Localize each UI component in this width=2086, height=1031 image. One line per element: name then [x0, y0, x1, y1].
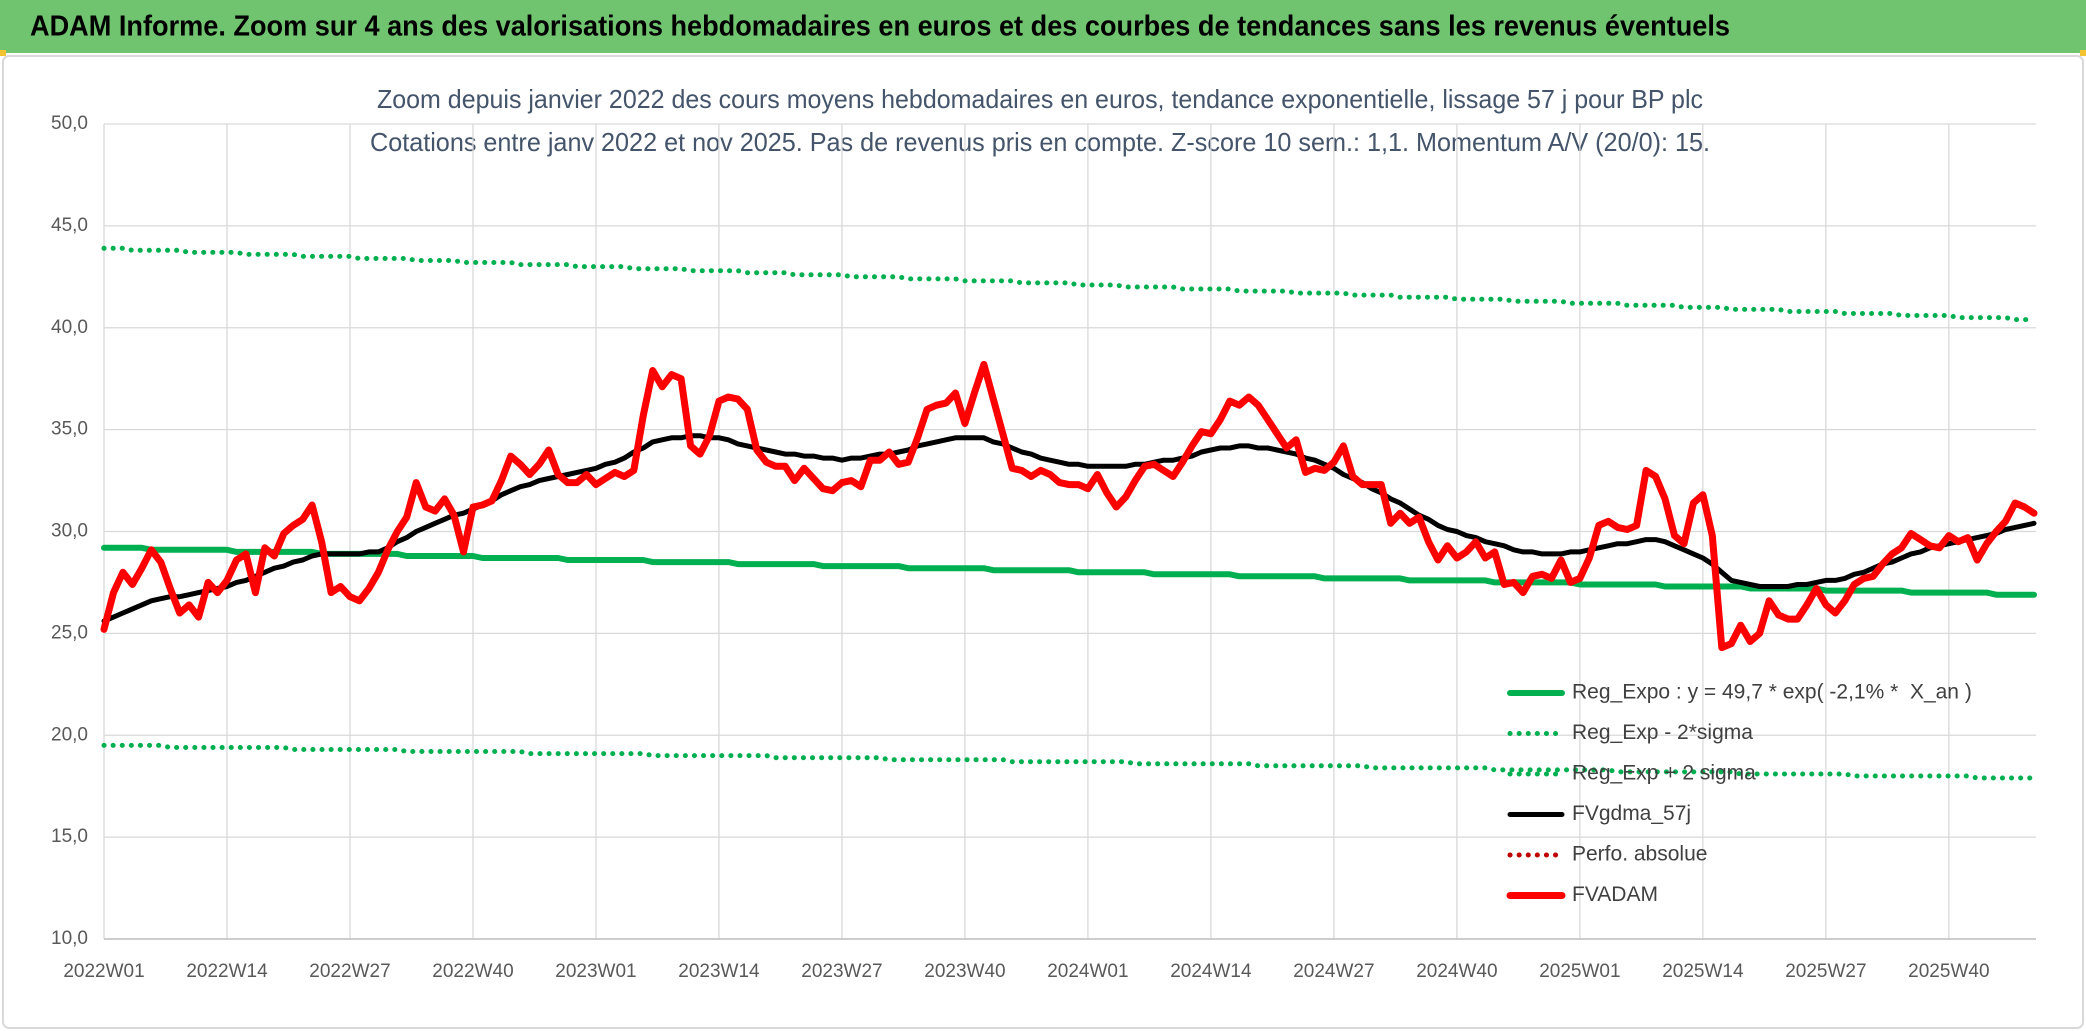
x-tick-label: 2022W27 [309, 961, 390, 982]
x-tick-label: 2022W14 [186, 961, 268, 982]
legend-label: Reg_Exp - 2*sigma [1572, 721, 1753, 744]
series-line [101, 544, 2037, 598]
y-tick-label: 40,0 [51, 317, 88, 338]
banner-corner [2080, 50, 2086, 56]
x-tick-label: 2024W40 [1416, 961, 1497, 982]
series-line [101, 742, 2037, 781]
y-tick-label: 25,0 [51, 622, 88, 643]
x-tick-label: 2025W27 [1785, 961, 1866, 982]
legend-label: FVgdma_57j [1572, 802, 1691, 825]
y-tick-label: 15,0 [51, 826, 88, 847]
x-tick-label: 2024W01 [1047, 961, 1128, 982]
y-tick-label: 35,0 [51, 419, 88, 440]
y-tick-label: 10,0 [51, 928, 88, 949]
legend: Reg_Expo : y = 49,7 * exp( -2,1% * X_an … [1506, 681, 1972, 906]
legend-label: Reg_Exp + 2 sigma [1572, 762, 1756, 785]
chart-title: Zoom depuis janvier 2022 des cours moyen… [377, 84, 1703, 114]
chart-subtitle: Cotations entre janv 2022 et nov 2025. P… [370, 127, 1710, 157]
banner [0, 0, 2086, 53]
x-tick-label: 2025W14 [1662, 961, 1744, 982]
x-tick-label: 2023W01 [555, 961, 636, 982]
y-tick-label: 50,0 [51, 113, 88, 134]
chart-frame [2, 55, 2084, 1029]
y-tick-label: 20,0 [51, 724, 88, 745]
x-tick-label: 2023W27 [801, 961, 882, 982]
x-tick-label: 2023W14 [678, 961, 760, 982]
x-tick-label: 2024W14 [1170, 961, 1252, 982]
legend-label: Perfo. absolue [1572, 843, 1707, 866]
y-tick-label: 30,0 [51, 521, 88, 542]
x-tick-label: 2022W40 [432, 961, 513, 982]
x-tick-label: 2024W27 [1293, 961, 1374, 982]
series-line [100, 360, 2038, 652]
x-tick-label: 2022W01 [63, 961, 144, 982]
y-tick-label: 45,0 [51, 215, 88, 236]
x-tick-label: 2023W40 [924, 961, 1005, 982]
banner-corner [0, 50, 6, 56]
legend-label: Reg_Expo : y = 49,7 * exp( -2,1% * X_an … [1572, 681, 1972, 704]
x-tick-label: 2025W01 [1539, 961, 1620, 982]
plot [100, 245, 2038, 781]
banner-title: ADAM Informe. Zoom sur 4 ans des valoris… [30, 11, 1730, 43]
legend-label: FVADAM [1572, 883, 1658, 906]
grid: 10,0 15,0 20,0 25,0 30,0 35,0 40,0 45,0 50,0 2022… [51, 113, 2036, 982]
x-tick-label: 2025W40 [1908, 961, 1989, 982]
